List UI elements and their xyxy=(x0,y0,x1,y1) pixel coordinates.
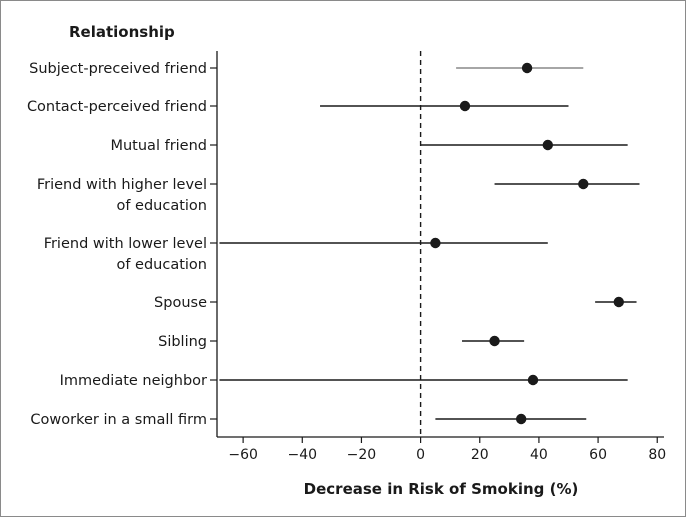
point-estimate xyxy=(430,237,441,249)
point-estimate xyxy=(613,296,624,308)
row-label: Friend with lower level xyxy=(44,236,207,252)
row-label: Coworker in a small firm xyxy=(30,412,207,428)
x-tick-label: 20 xyxy=(471,447,489,463)
group-title: Relationship xyxy=(69,23,175,41)
row-label: Contact-perceived friend xyxy=(27,99,207,115)
x-axis-label: Decrease in Risk of Smoking (%) xyxy=(304,480,579,498)
x-tick-label: 0 xyxy=(416,447,425,463)
x-tick-label: −20 xyxy=(347,447,377,463)
row-label: Friend with higher level xyxy=(37,177,207,193)
row-label: of education xyxy=(116,257,207,273)
point-estimate xyxy=(527,374,539,386)
point-estimate xyxy=(578,178,589,190)
x-tick-label: −40 xyxy=(288,447,318,463)
row-label: Mutual friend xyxy=(110,138,207,154)
x-tick-label: 80 xyxy=(648,447,666,463)
point-estimate xyxy=(489,335,500,347)
row-label: Subject-preceived friend xyxy=(29,61,207,77)
x-tick-label: −60 xyxy=(228,447,258,463)
point-estimate xyxy=(521,62,533,74)
point-estimate xyxy=(515,413,527,425)
point-estimate xyxy=(542,139,553,151)
row-label: of education xyxy=(116,198,207,214)
row-label: Spouse xyxy=(154,295,207,311)
point-estimate xyxy=(459,100,471,112)
row-label: Sibling xyxy=(158,334,207,350)
row-label: Immediate neighbor xyxy=(60,373,207,389)
x-tick-label: 40 xyxy=(530,447,548,463)
x-tick-label: 60 xyxy=(589,447,607,463)
